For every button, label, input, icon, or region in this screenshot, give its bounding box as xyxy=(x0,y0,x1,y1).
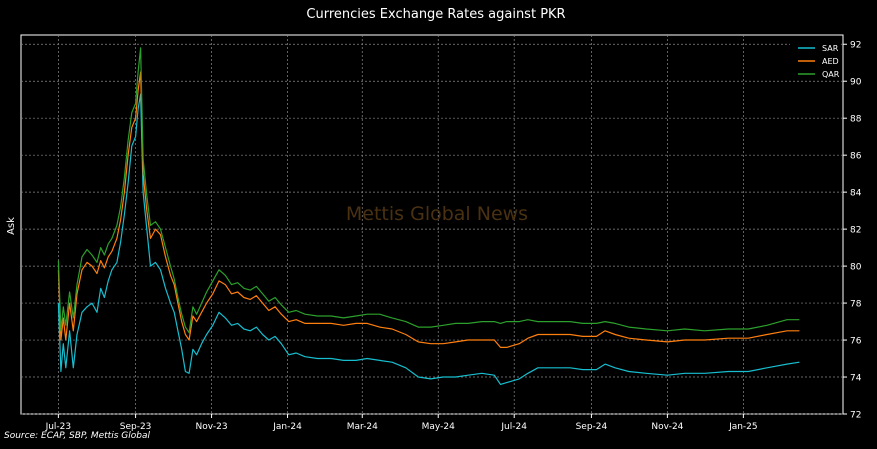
y-tick-label: 76 xyxy=(850,337,862,347)
watermark-group: Mettis Global News xyxy=(346,203,528,225)
y-tick-label: 74 xyxy=(850,374,862,384)
x-tick-label: Jul-23 xyxy=(45,422,72,432)
y-tick-label: 88 xyxy=(850,115,862,125)
series-line-qar xyxy=(57,47,800,334)
series-lines xyxy=(57,47,800,385)
series-line-sar xyxy=(57,93,800,385)
x-tick-label: Sep-23 xyxy=(120,422,152,432)
x-tick-label: Mar-24 xyxy=(347,422,378,432)
y-tick-label: 78 xyxy=(850,300,862,310)
x-tick-label: Nov-23 xyxy=(196,422,228,432)
source-note: Source: ECAP, SBP, Mettis Global xyxy=(4,431,150,441)
x-tick-label: May-24 xyxy=(422,422,455,432)
y-axis-label: Ask xyxy=(6,217,17,235)
y-axis: 72 74 76 78 80 82 84 86 88 90 92 xyxy=(843,41,862,421)
x-tick-label: Jan-24 xyxy=(272,422,302,432)
y-tick-label: 90 xyxy=(850,78,862,88)
y-tick-label: 72 xyxy=(850,411,861,421)
y-tick-label: 80 xyxy=(850,263,862,273)
y-tick-label: 82 xyxy=(850,226,861,236)
watermark: Mettis Global News xyxy=(346,203,528,225)
y-tick-label: 84 xyxy=(850,189,862,199)
x-tick-label: Jan-25 xyxy=(728,422,758,432)
y-tick-label: 92 xyxy=(850,41,861,51)
legend-label: SAR xyxy=(822,44,839,53)
legend-label: QAR xyxy=(822,70,840,79)
series-line-aed xyxy=(57,71,800,348)
y-tick-label: 86 xyxy=(850,152,862,162)
chart-title: Currencies Exchange Rates against PKR xyxy=(306,7,565,22)
legend-label: AED xyxy=(822,57,839,66)
x-tick-label: Sep-24 xyxy=(576,422,608,432)
x-axis: Jul-23 Sep-23 Nov-23 Jan-24 Mar-24 May-24 Jul-… xyxy=(45,414,758,432)
grid-lines xyxy=(21,35,843,415)
legend: SAR AED QAR xyxy=(790,38,840,80)
x-tick-label: Nov-24 xyxy=(651,422,683,432)
x-tick-label: Jul-24 xyxy=(500,422,527,432)
legend-box xyxy=(790,38,839,80)
